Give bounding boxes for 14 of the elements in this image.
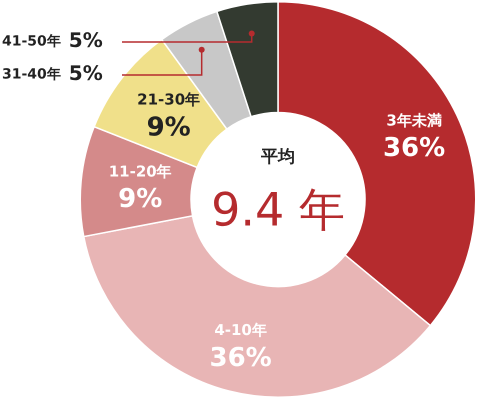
text: 9.4 年	[211, 182, 345, 236]
slice-label: 31-40年	[2, 66, 61, 83]
data-label: 5%	[68, 61, 103, 86]
data-label: 5%	[68, 28, 103, 52]
data-label: 36%	[382, 133, 446, 164]
data-label: 9%	[118, 184, 162, 214]
data-label: 9%	[146, 112, 191, 142]
slice-label: 4-10年	[214, 321, 267, 340]
slice-label: 21-30年	[137, 90, 200, 109]
slice-label: 3年未満	[386, 111, 442, 130]
text: 平均	[260, 146, 295, 167]
slice-label: 11-20年	[108, 162, 172, 180]
slice-label: 41-50年	[2, 34, 61, 50]
data-label: 36%	[209, 342, 272, 373]
